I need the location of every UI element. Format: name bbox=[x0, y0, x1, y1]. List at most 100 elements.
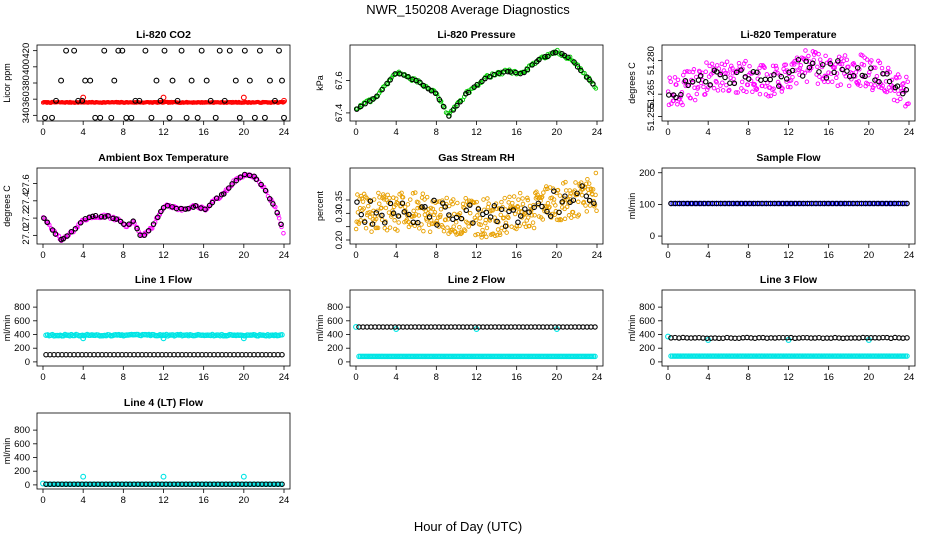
x-tick-label: 20 bbox=[864, 372, 875, 383]
average-point bbox=[754, 69, 760, 75]
average-point bbox=[539, 203, 545, 210]
data-point bbox=[592, 202, 598, 208]
data-point bbox=[403, 208, 408, 213]
x-tick-label: 12 bbox=[158, 372, 169, 383]
average-point bbox=[358, 103, 364, 110]
average-point bbox=[491, 71, 497, 78]
average-point bbox=[510, 207, 517, 213]
average-point bbox=[415, 219, 421, 226]
average-point bbox=[673, 94, 679, 101]
data-point bbox=[768, 93, 773, 99]
data-point bbox=[724, 59, 730, 65]
average-point bbox=[470, 220, 476, 226]
average-point bbox=[89, 213, 96, 220]
data-point bbox=[773, 63, 779, 69]
data-point bbox=[797, 65, 803, 71]
y-axis-label: percent bbox=[315, 190, 325, 221]
data-point bbox=[226, 47, 233, 54]
data-point bbox=[834, 75, 839, 81]
average-point bbox=[262, 187, 269, 194]
average-point bbox=[550, 50, 556, 56]
data-point bbox=[386, 210, 392, 215]
data-point bbox=[825, 79, 831, 85]
data-point bbox=[704, 87, 710, 92]
average-point bbox=[226, 185, 232, 191]
data-point bbox=[777, 72, 783, 78]
average-point bbox=[353, 106, 360, 112]
data-point bbox=[675, 77, 681, 83]
average-point bbox=[515, 219, 521, 226]
data-point bbox=[589, 187, 594, 192]
average-point bbox=[590, 81, 596, 87]
y-tick-label: 200 bbox=[327, 343, 343, 354]
average-point bbox=[886, 78, 893, 85]
average-point bbox=[486, 74, 493, 80]
data-point bbox=[240, 94, 247, 101]
data-point bbox=[790, 74, 795, 80]
data-point bbox=[506, 200, 511, 205]
data-point bbox=[540, 217, 546, 222]
panel-title: Ambient Box Temperature bbox=[98, 152, 229, 164]
data-point bbox=[547, 204, 552, 210]
average-point bbox=[237, 174, 244, 180]
data-point bbox=[858, 83, 863, 88]
data-layer bbox=[668, 200, 910, 207]
average-point bbox=[213, 195, 220, 201]
data-point bbox=[123, 114, 130, 121]
x-tick-label: 0 bbox=[40, 372, 45, 383]
average-point bbox=[399, 200, 406, 206]
average-point bbox=[64, 233, 70, 239]
average-point bbox=[121, 221, 127, 227]
y-tick-label: 600 bbox=[639, 316, 655, 327]
data-point bbox=[683, 83, 688, 89]
x-tick-label: 16 bbox=[511, 372, 522, 383]
y-tick-label: 800 bbox=[327, 302, 343, 313]
data-point bbox=[566, 213, 572, 218]
average-point bbox=[92, 212, 99, 219]
data-point bbox=[166, 114, 173, 121]
average-point bbox=[419, 204, 425, 210]
y-tick-label: 400 bbox=[327, 330, 343, 341]
data-point bbox=[240, 335, 247, 342]
data-point bbox=[798, 63, 804, 68]
average-point bbox=[117, 218, 124, 225]
data-point bbox=[240, 473, 247, 480]
average-point bbox=[859, 72, 866, 79]
average-point bbox=[689, 78, 696, 85]
y-tick-label: 400 bbox=[14, 330, 30, 341]
data-point bbox=[382, 225, 388, 231]
data-point bbox=[779, 89, 785, 94]
data-point bbox=[872, 83, 877, 88]
data-point bbox=[870, 87, 875, 93]
data-point bbox=[666, 102, 672, 108]
x-tick-label: 0 bbox=[353, 250, 358, 261]
average-point bbox=[358, 211, 364, 218]
y-tick-label: 0 bbox=[338, 357, 343, 368]
average-point bbox=[522, 206, 528, 212]
x-tick-label: 0 bbox=[40, 127, 45, 138]
data-point bbox=[735, 90, 740, 95]
data-layer bbox=[665, 333, 910, 359]
x-tick-label: 8 bbox=[434, 127, 439, 138]
data-point bbox=[63, 47, 70, 54]
data-point bbox=[443, 217, 448, 222]
x-tick-label: 16 bbox=[823, 250, 834, 261]
average-point bbox=[578, 67, 584, 74]
y-tick-label: 27.4 bbox=[21, 192, 32, 211]
data-point bbox=[492, 233, 498, 239]
data-point bbox=[573, 180, 578, 185]
data-point bbox=[584, 181, 589, 187]
data-point bbox=[473, 232, 478, 238]
data-point bbox=[772, 91, 777, 97]
data-point bbox=[281, 230, 286, 236]
data-point bbox=[115, 47, 122, 54]
data-point bbox=[367, 210, 372, 215]
data-point bbox=[440, 224, 446, 230]
data-point bbox=[498, 212, 503, 218]
data-point bbox=[739, 79, 745, 85]
x-tick-label: 20 bbox=[239, 495, 250, 506]
y-tick-label: 360 bbox=[21, 91, 32, 107]
data-point bbox=[405, 202, 411, 207]
data-point bbox=[563, 179, 568, 185]
